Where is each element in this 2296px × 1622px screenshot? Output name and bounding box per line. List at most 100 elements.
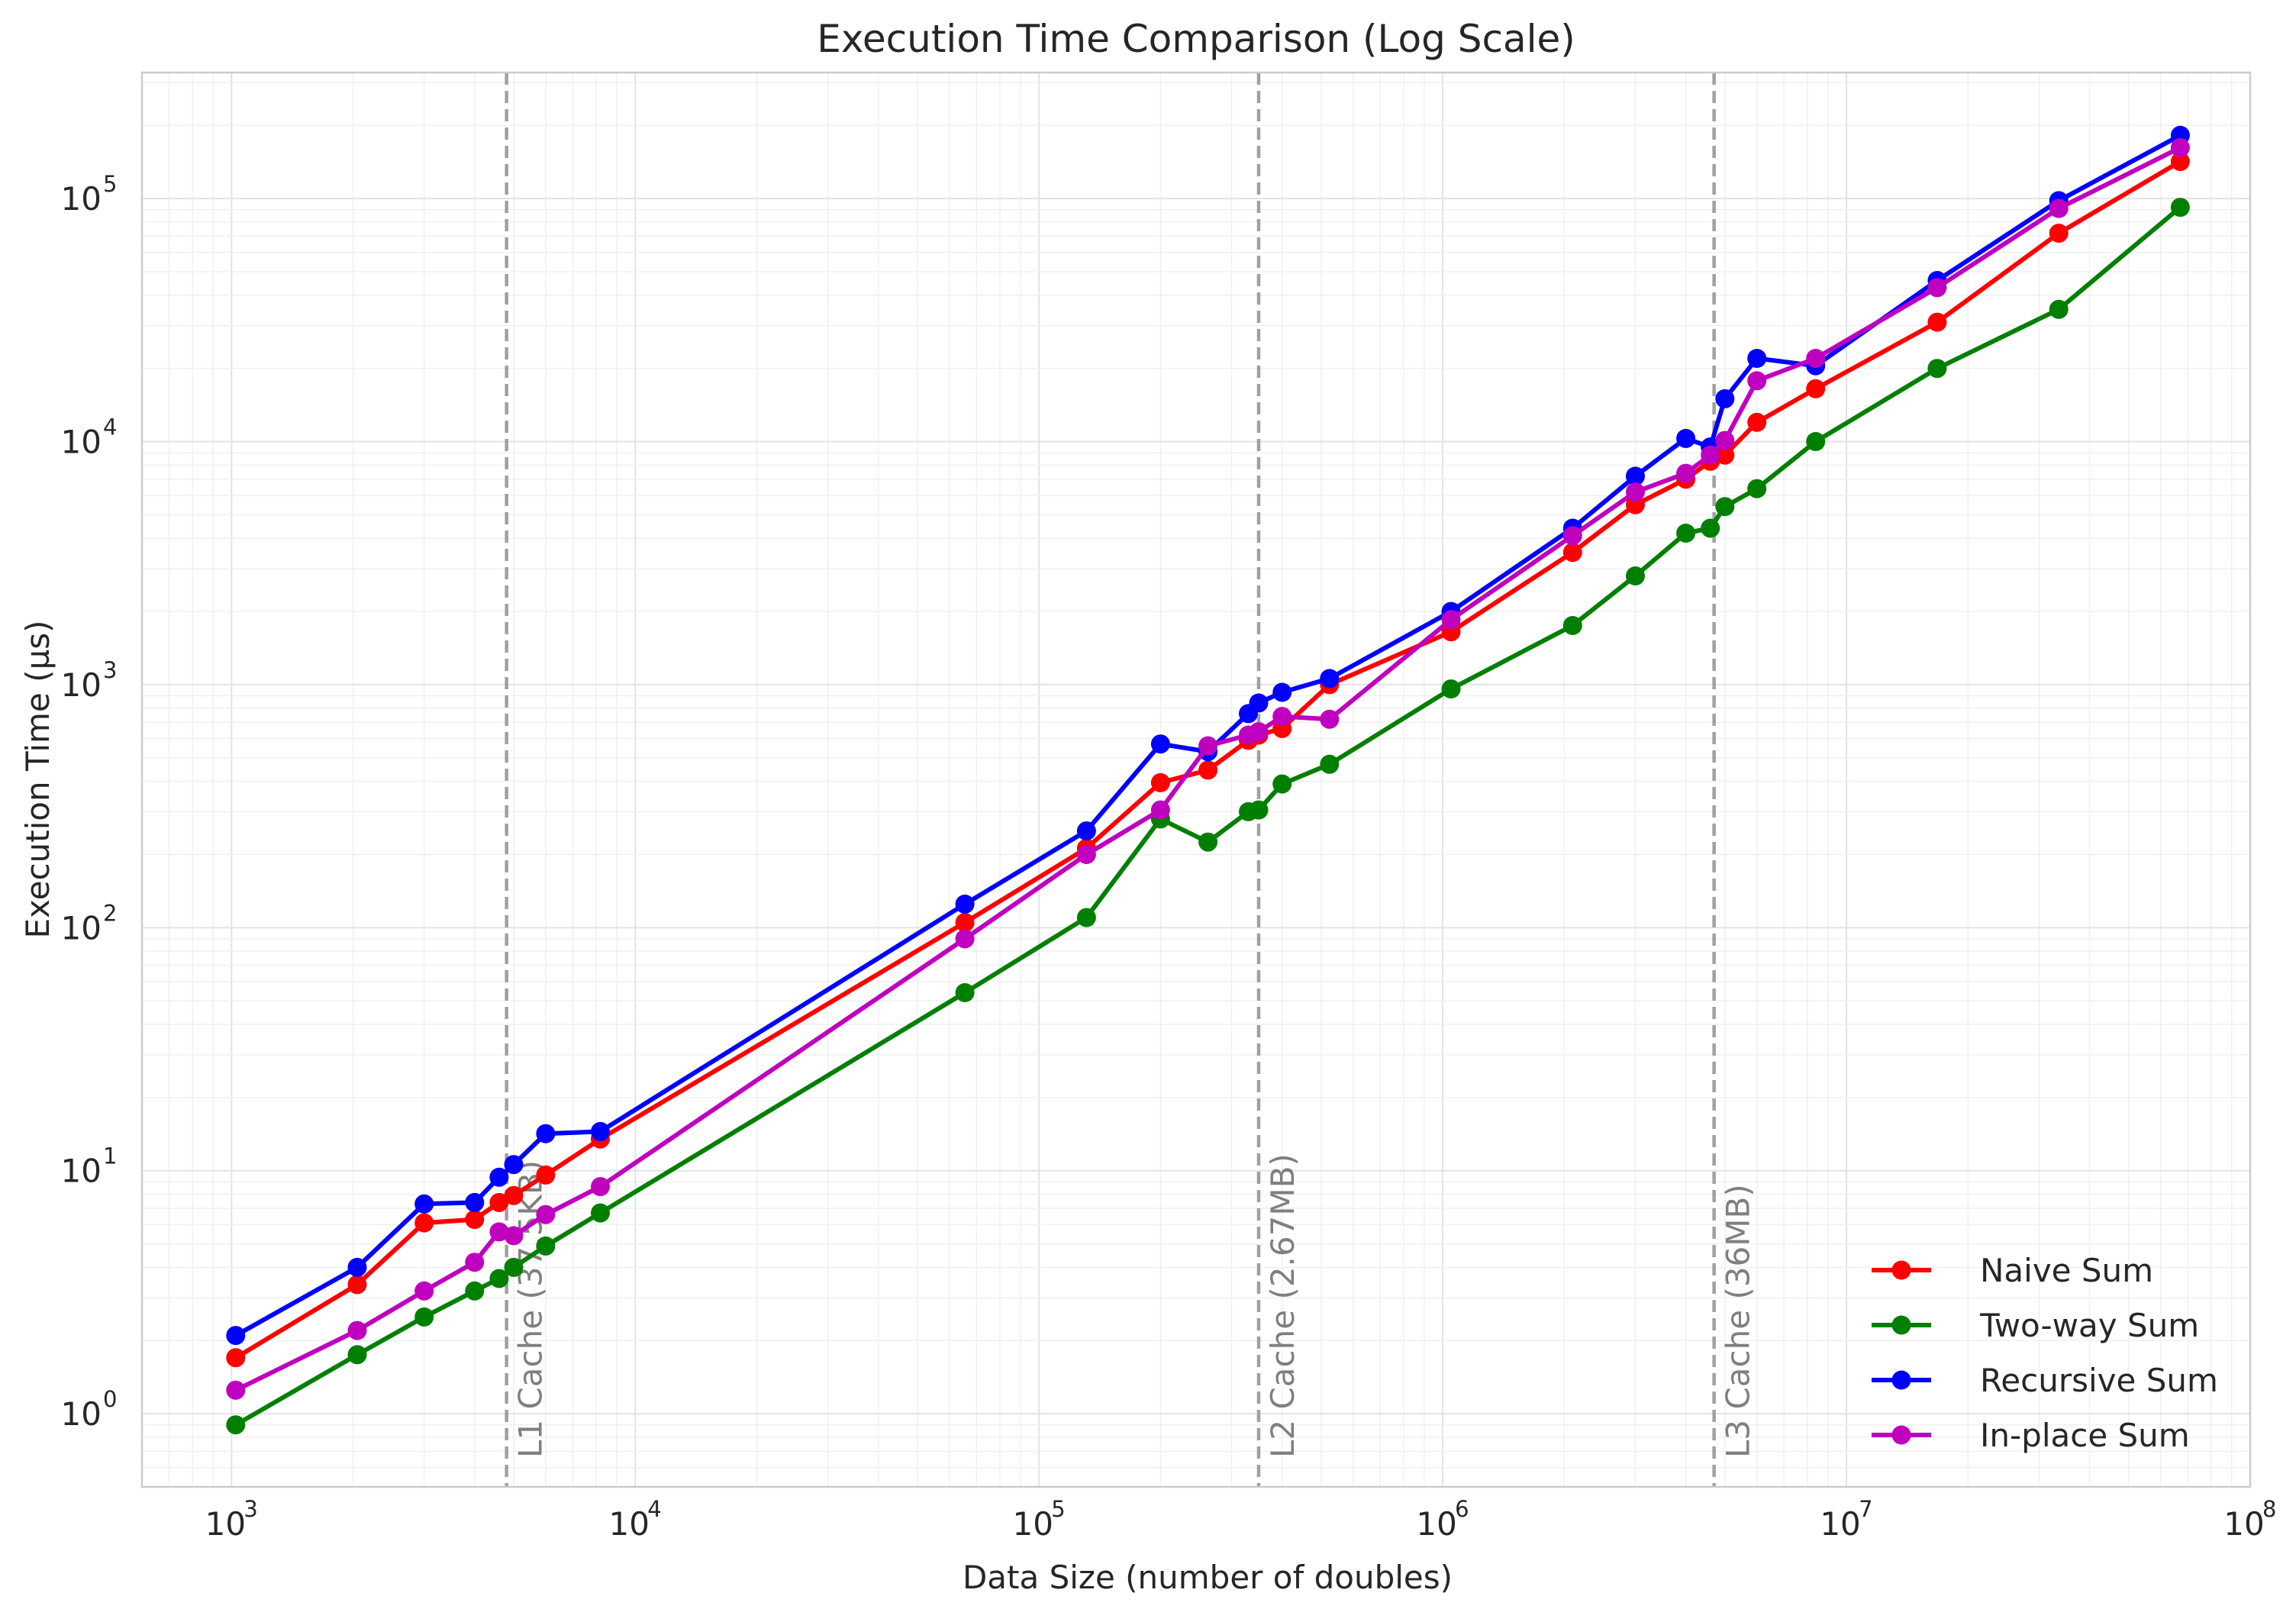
y-tick-label: 10 (61, 424, 102, 461)
data-point (2049, 299, 2069, 319)
data-point (465, 1281, 485, 1301)
data-point (536, 1124, 556, 1143)
x-axis-label: Data Size (number of doubles) (963, 1559, 1453, 1596)
y-tick-label: 10 (61, 1395, 102, 1433)
data-point (591, 1177, 610, 1197)
legend-label: Naive Sum (1980, 1252, 2153, 1289)
data-point (1150, 772, 1170, 792)
data-point (347, 1345, 367, 1365)
data-series (226, 125, 2190, 1435)
data-point (1272, 682, 1292, 702)
chart-title: Execution Time Comparison (Log Scale) (817, 17, 1575, 61)
legend-swatch-marker (1891, 1425, 1911, 1445)
x-tick-label: 10 (1416, 1505, 1456, 1543)
data-point (1747, 412, 1767, 432)
y-tick-exponent: 1 (103, 1143, 117, 1169)
data-point (1747, 371, 1767, 391)
data-point (347, 1275, 367, 1295)
data-point (1927, 278, 1947, 298)
x-tick-label: 10 (1012, 1505, 1053, 1543)
data-point (1320, 754, 1340, 774)
x-tick-label: 10 (2223, 1505, 2264, 1543)
data-point (489, 1167, 509, 1187)
data-point (1249, 722, 1269, 742)
data-point (2170, 198, 2190, 218)
data-point (504, 1257, 524, 1277)
data-point (2049, 198, 2069, 218)
data-point (1198, 832, 1218, 852)
legend-label: Two-way Sum (1979, 1307, 2199, 1344)
data-point (1927, 312, 1947, 332)
series-4 (226, 137, 2190, 1400)
plot-frame (140, 71, 2252, 1488)
x-tick-label: 10 (205, 1505, 246, 1543)
y-axis-label: Execution Time (µs) (19, 621, 56, 939)
x-tick-label: 10 (609, 1505, 650, 1543)
data-point (591, 1121, 610, 1141)
y-tick-label: 10 (61, 909, 102, 946)
data-point (226, 1348, 246, 1368)
data-point (414, 1194, 434, 1214)
data-point (489, 1222, 509, 1242)
data-point (955, 983, 975, 1002)
y-tick-exponent: 0 (103, 1386, 117, 1412)
data-point (347, 1257, 367, 1277)
x-tick-exponent: 4 (647, 1496, 661, 1522)
x-tick-exponent: 8 (2262, 1496, 2276, 1522)
data-point (465, 1210, 485, 1230)
data-point (1715, 445, 1735, 465)
data-point (536, 1204, 556, 1224)
cache-line-label-1: L1 Cache (37.5KB) (512, 1160, 550, 1458)
data-point (1806, 432, 1826, 451)
data-point (1626, 466, 1645, 486)
data-point (414, 1307, 434, 1327)
x-tick-label: 10 (1820, 1505, 1860, 1543)
data-point (226, 1415, 246, 1435)
legend-item: In-place Sum (1872, 1417, 2190, 1454)
legend-label: Recursive Sum (1980, 1362, 2218, 1399)
data-point (1927, 359, 1947, 379)
data-point (1320, 669, 1340, 688)
data-point (1715, 430, 1735, 450)
data-point (414, 1213, 434, 1233)
data-point (1198, 760, 1218, 780)
data-point (1272, 774, 1292, 794)
data-point (1676, 428, 1696, 448)
y-tick-label: 10 (61, 666, 102, 704)
y-tick-label: 10 (61, 1153, 102, 1190)
y-tick-exponent: 3 (103, 657, 117, 683)
x-tick-exponent: 5 (1051, 1496, 1065, 1522)
data-point (1676, 463, 1696, 483)
data-point (1150, 800, 1170, 820)
y-tick-label: 10 (61, 180, 102, 218)
data-point (1198, 736, 1218, 756)
data-point (2170, 137, 2190, 157)
data-point (1747, 349, 1767, 368)
data-point (1562, 543, 1582, 563)
legend: Naive Sum Two-way Sum Recursive Sum In-plac… (1872, 1252, 2218, 1454)
data-point (226, 1380, 246, 1400)
data-point (1076, 821, 1096, 841)
data-point (465, 1253, 485, 1272)
data-point (1249, 693, 1269, 713)
data-point (1626, 482, 1645, 502)
data-point (955, 895, 975, 914)
data-point (1806, 349, 1826, 368)
data-point (1249, 800, 1269, 820)
data-point (226, 1326, 246, 1346)
cache-reference-lines: L1 Cache (37.5KB) L2 Cache (2.67MB) L3 Cac… (505, 73, 1757, 1487)
data-point (1701, 445, 1720, 465)
legend-swatch-marker (1891, 1260, 1911, 1280)
data-point (1626, 566, 1645, 585)
cache-line-label-2: L2 Cache (2.67MB) (1264, 1153, 1301, 1458)
legend-item: Two-way Sum (1872, 1307, 2199, 1344)
x-tick-exponent: 7 (1859, 1496, 1872, 1522)
x-tick-exponent: 3 (243, 1496, 257, 1522)
data-point (504, 1226, 524, 1246)
data-point (347, 1320, 367, 1340)
data-point (955, 929, 975, 949)
data-point (1441, 679, 1461, 699)
data-point (591, 1203, 610, 1223)
